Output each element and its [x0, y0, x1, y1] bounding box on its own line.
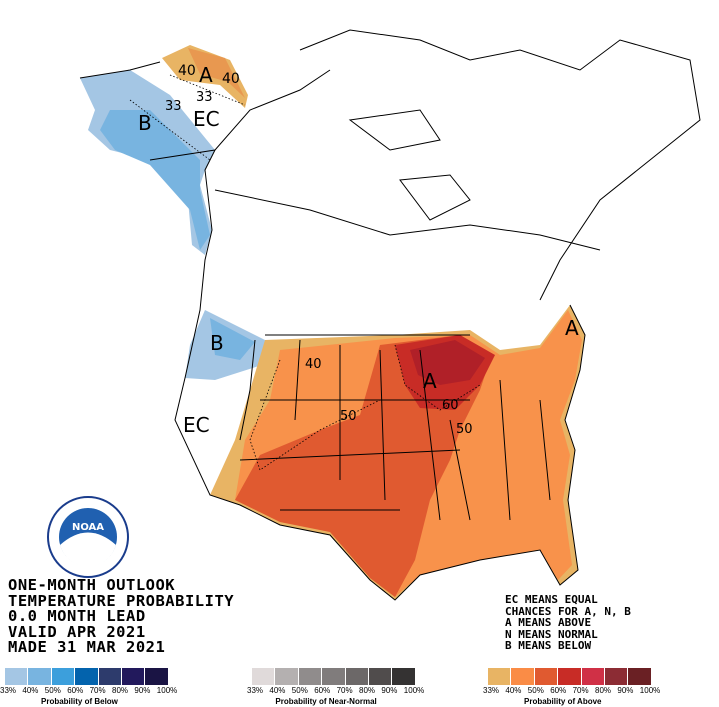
legend-swatch: [322, 668, 346, 685]
boundaries: [79, 29, 701, 601]
title-line: VALID APR 2021: [8, 622, 146, 641]
noaa-logo: NOAA: [47, 496, 129, 578]
alaska-below-40-region: [100, 110, 210, 250]
legend-tick: 60%: [314, 686, 331, 695]
legend-tick: 50%: [527, 686, 544, 695]
legend-swatch: [121, 668, 146, 685]
title-line: ONE-MONTH OUTLOOK: [8, 576, 176, 594]
label-ak-a: A: [199, 63, 213, 87]
legend-tick: 80%: [595, 686, 612, 695]
legend-tick: 100%: [156, 686, 178, 695]
legend-tick: 60%: [550, 686, 567, 695]
legend-normal-bar: [252, 668, 416, 685]
legend-swatch: [298, 668, 323, 685]
label-ak-40b: 40: [222, 71, 240, 87]
label-great-lakes-a: A: [423, 369, 437, 393]
legend-tick: 80%: [359, 686, 376, 695]
legend-tick: 70%: [572, 686, 589, 695]
legend-swatch: [558, 668, 582, 685]
noaa-logo-text: NOAA: [72, 522, 104, 533]
legend-swatch: [488, 668, 512, 685]
legend-tick: 80%: [112, 686, 129, 695]
legend-tick: 90%: [134, 686, 151, 695]
legend-tick: 40%: [505, 686, 522, 695]
legend-swatch: [604, 668, 629, 685]
legend-below-bar: [5, 668, 169, 685]
legend-below-caption: Probability of Below: [41, 697, 118, 706]
label-40: 40: [305, 357, 322, 372]
legend-tick: 100%: [403, 686, 425, 695]
legend-tick: 50%: [44, 686, 61, 695]
legend-swatch: [75, 668, 99, 685]
label-northeast-a: A: [565, 316, 579, 340]
title-line: 0.0 MONTH LEAD: [8, 607, 146, 625]
legend-tick: 50%: [291, 686, 308, 695]
legend-swatch: [534, 668, 559, 685]
key-line: EC MEANS EQUAL: [505, 593, 598, 606]
legend-above-bar: [488, 668, 652, 685]
key-text: EC MEANS EQUAL CHANCES FOR A, N, B A MEA…: [505, 594, 631, 652]
legend-above-caption: Probability of Above: [524, 697, 602, 706]
label-east-50: 50: [456, 422, 473, 437]
key-line: A MEANS ABOVE: [505, 616, 592, 629]
alaska-above-40-region: [188, 48, 245, 98]
legend-tick: 60%: [67, 686, 84, 695]
label-west-ec: EC: [183, 413, 210, 437]
legend-swatch: [392, 668, 416, 685]
outlook-title: ONE-MONTH OUTLOOK TEMPERATURE PROBABILIT…: [8, 576, 235, 656]
label-nw-b: B: [210, 331, 224, 355]
label-60: 60: [442, 398, 459, 413]
key-line: N MEANS NORMAL: [505, 627, 598, 641]
legend-swatch: [511, 668, 535, 685]
legend-normal-caption: Probability of Near-Normal: [275, 697, 377, 706]
label-50: 50: [340, 409, 357, 424]
legend-swatch: [28, 668, 52, 685]
title-line: TEMPERATURE PROBABILITY: [8, 591, 235, 610]
label-ak-33a: 33: [196, 90, 213, 105]
legend-tick: 40%: [269, 686, 286, 695]
legend-swatch: [368, 668, 393, 685]
key-line: CHANCES FOR A, N, B: [505, 604, 631, 618]
legend-swatch: [275, 668, 299, 685]
legend-tick: 90%: [381, 686, 398, 695]
alaska-above-region: [162, 45, 248, 108]
label-ak-ec: EC: [193, 107, 220, 131]
legend-swatch: [581, 668, 605, 685]
legend-swatch: [628, 668, 652, 685]
legend-tick: 100%: [639, 686, 661, 695]
legend-tick: 70%: [89, 686, 106, 695]
northwest-below-40-region: [210, 318, 255, 360]
legend-swatch: [252, 668, 276, 685]
legend-tick: 33%: [247, 686, 264, 695]
legend-swatch: [51, 668, 76, 685]
legend-swatch: [345, 668, 369, 685]
legend-tick: 33%: [0, 686, 17, 695]
title-line: MADE 31 MAR 2021: [8, 638, 166, 656]
legend-tick: 90%: [617, 686, 634, 695]
legend-tick: 70%: [336, 686, 353, 695]
legend-tick: 40%: [22, 686, 39, 695]
label-ak-33b: 33: [165, 99, 182, 114]
legend-tick: 33%: [483, 686, 500, 695]
legend-swatch: [5, 668, 29, 685]
key-line: B MEANS BELOW: [505, 639, 592, 652]
us-above-70-region: [410, 340, 485, 385]
legend-swatch: [145, 668, 169, 685]
label-ak-b: B: [138, 111, 152, 135]
legend-swatch: [98, 668, 122, 685]
contours: [129, 74, 481, 471]
label-ak-40a: 40: [178, 63, 196, 79]
